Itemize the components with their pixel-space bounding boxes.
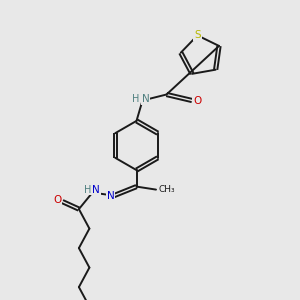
Text: H: H	[84, 184, 92, 195]
Text: CH₃: CH₃	[158, 185, 175, 194]
Text: N: N	[106, 190, 114, 201]
Text: H: H	[132, 94, 140, 104]
Text: O: O	[53, 195, 61, 205]
Text: N: N	[142, 94, 149, 104]
Text: O: O	[193, 95, 202, 106]
Text: S: S	[194, 30, 201, 40]
Text: N: N	[92, 184, 100, 195]
